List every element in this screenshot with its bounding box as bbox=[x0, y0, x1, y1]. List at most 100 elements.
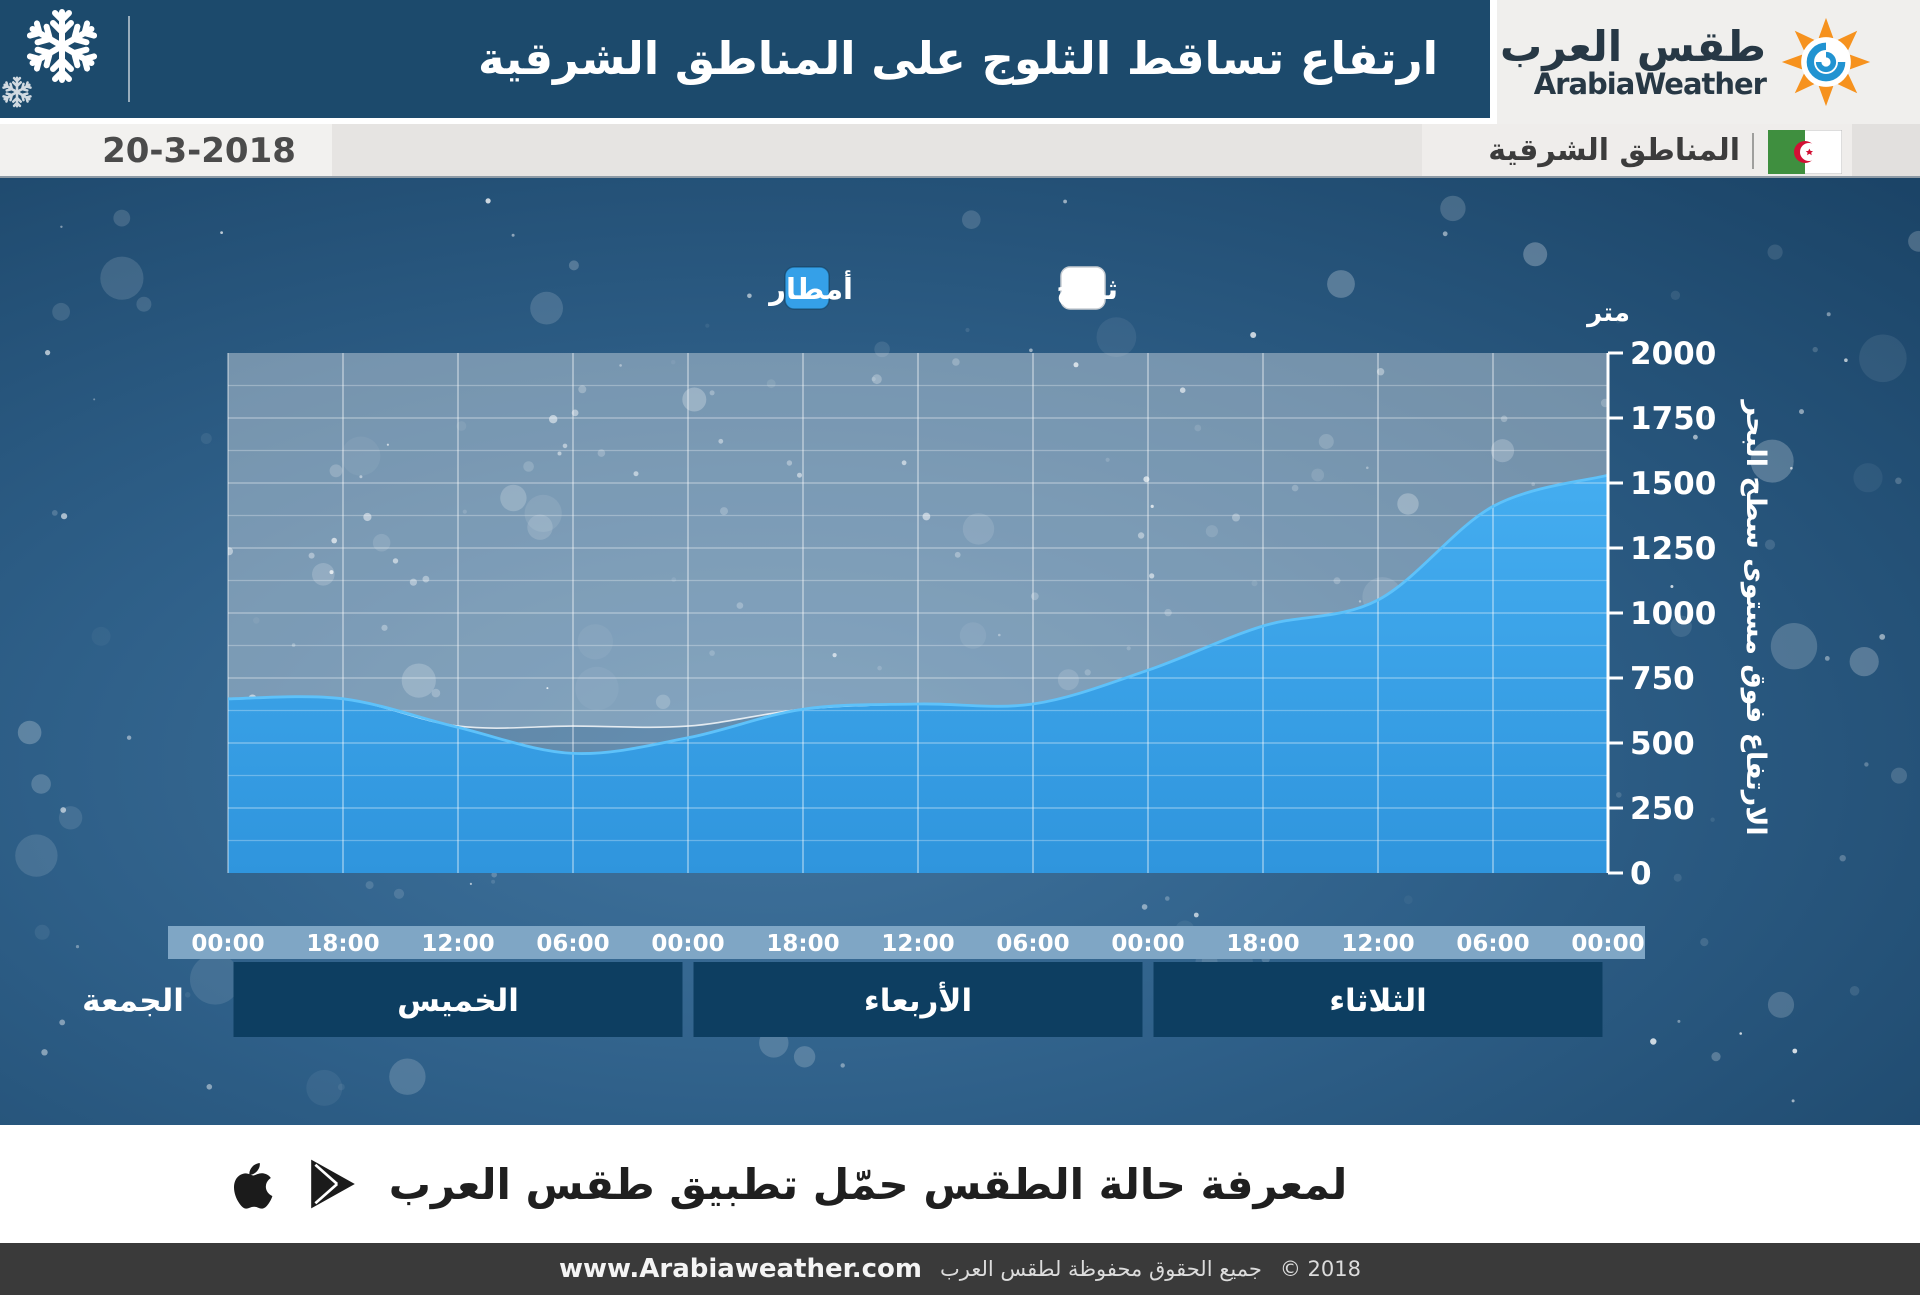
brand-logo: طقس العرب ArabiaWeather bbox=[1497, 0, 1920, 124]
bokeh-circle bbox=[1291, 484, 1299, 492]
snow-dot bbox=[1376, 368, 1385, 376]
snow-dot bbox=[228, 547, 233, 556]
bokeh-circle bbox=[491, 871, 498, 878]
website-url[interactable]: www.Arabiaweather.com bbox=[559, 1254, 922, 1284]
snow-dot bbox=[832, 653, 837, 658]
region-divider bbox=[1752, 133, 1754, 169]
snow-dot bbox=[922, 512, 931, 521]
footer-bar: www.Arabiaweather.com جميع الحقوق محفوظة… bbox=[0, 1243, 1920, 1295]
far-segment bbox=[1852, 124, 1920, 178]
snow-dot bbox=[578, 385, 587, 394]
snow-dot bbox=[546, 687, 549, 690]
bokeh-circle bbox=[1403, 895, 1413, 905]
header-bar: ارتفاع تساقط الثلوج على المناطق الشرقية … bbox=[0, 0, 1920, 124]
bokeh-circle bbox=[874, 341, 890, 358]
snow-dot bbox=[998, 633, 1001, 637]
y-tick-label: 500 bbox=[1630, 726, 1695, 762]
bokeh-circle bbox=[1670, 290, 1681, 300]
bokeh-circle bbox=[34, 924, 50, 940]
bokeh-circle bbox=[527, 514, 553, 540]
snow-dot bbox=[1500, 415, 1508, 423]
bokeh-circle bbox=[1205, 525, 1218, 538]
bokeh-circle bbox=[1327, 270, 1355, 298]
snow-dot bbox=[1193, 912, 1199, 918]
snow-dot bbox=[61, 513, 68, 520]
bokeh-circle bbox=[1251, 580, 1258, 587]
bokeh-circle bbox=[1096, 317, 1137, 357]
snow-overlay-upper bbox=[228, 353, 1608, 729]
x-tick-label: 18:00 bbox=[306, 931, 379, 957]
snow-dot bbox=[381, 624, 388, 631]
subheader-bar: 20-3-2018 المناطق الشرقية bbox=[0, 124, 1920, 178]
bokeh-circle bbox=[1673, 873, 1682, 882]
bokeh-circle bbox=[1849, 647, 1879, 677]
day-bar bbox=[1153, 962, 1603, 1037]
day-bar bbox=[233, 962, 683, 1037]
snow-dot bbox=[1824, 656, 1830, 661]
bokeh-circle bbox=[184, 992, 191, 998]
snow-dot bbox=[1030, 592, 1039, 601]
bokeh-circle bbox=[1311, 468, 1325, 482]
y-tick-label: 0 bbox=[1630, 856, 1652, 892]
bokeh-circle bbox=[1859, 334, 1907, 383]
snow-dot bbox=[1333, 577, 1341, 585]
apple-icon[interactable] bbox=[223, 1153, 277, 1215]
bokeh-circle bbox=[965, 327, 970, 333]
header-underline bbox=[0, 118, 1490, 124]
snow-dot bbox=[291, 643, 296, 647]
bokeh-circle bbox=[17, 720, 42, 745]
snow-dot bbox=[797, 472, 802, 478]
bokeh-circle bbox=[1194, 424, 1202, 432]
bokeh-circle bbox=[962, 513, 995, 545]
gridlines bbox=[227, 353, 1609, 873]
bokeh-circle bbox=[872, 374, 882, 385]
x-tick-label: 18:00 bbox=[766, 931, 839, 957]
bokeh-circle bbox=[401, 663, 436, 698]
bokeh-circle bbox=[500, 484, 527, 512]
bokeh-circle bbox=[877, 665, 882, 671]
bokeh-circle bbox=[431, 688, 441, 698]
snow-dot bbox=[386, 443, 389, 446]
x-tick-label: 00:00 bbox=[1571, 931, 1644, 957]
bokeh-circle bbox=[577, 624, 613, 660]
day-label: الأربعاء bbox=[864, 981, 972, 1019]
bokeh-circle bbox=[709, 650, 715, 656]
snow-dot bbox=[1799, 409, 1804, 415]
snow-dot bbox=[1693, 434, 1698, 440]
bokeh-circle bbox=[365, 881, 374, 890]
bokeh-circle bbox=[530, 291, 563, 325]
bokeh-circle bbox=[962, 210, 981, 229]
bokeh-circle bbox=[1710, 817, 1715, 822]
snow-dot bbox=[747, 293, 752, 299]
snow-dot bbox=[571, 409, 579, 417]
y-axis-unit: متر bbox=[1585, 298, 1630, 328]
y-tick-label: 1750 bbox=[1630, 401, 1716, 437]
google-play-icon[interactable] bbox=[307, 1157, 359, 1211]
snow-dot bbox=[1137, 532, 1145, 539]
y-tick-label: 750 bbox=[1630, 661, 1695, 697]
snow-dot bbox=[60, 807, 67, 813]
bokeh-circle bbox=[456, 421, 467, 431]
snow-dot bbox=[359, 475, 363, 479]
x-tick-label: 18:00 bbox=[1226, 931, 1299, 957]
snow-dot bbox=[1358, 600, 1362, 603]
x-tick-label: 12:00 bbox=[421, 931, 494, 957]
snow-dot bbox=[329, 570, 334, 575]
y-tick-label: 1250 bbox=[1630, 531, 1716, 567]
snow-dot bbox=[126, 735, 132, 740]
snow-dot bbox=[720, 507, 728, 516]
bokeh-circle bbox=[575, 666, 619, 711]
bokeh-circle bbox=[1812, 346, 1818, 353]
bokeh-circle bbox=[1853, 463, 1883, 493]
brand-name-latin: ArabiaWeather bbox=[1533, 66, 1767, 101]
date-segment bbox=[0, 124, 332, 178]
bokeh-circle bbox=[338, 1083, 345, 1091]
bokeh-circle bbox=[389, 1058, 426, 1095]
snow-dot bbox=[409, 578, 417, 586]
rain-line bbox=[227, 473, 1609, 755]
bokeh-circle bbox=[1703, 414, 1711, 422]
bokeh-circle bbox=[1440, 195, 1466, 222]
header-divider bbox=[128, 16, 130, 102]
bokeh-circle bbox=[1908, 230, 1920, 252]
